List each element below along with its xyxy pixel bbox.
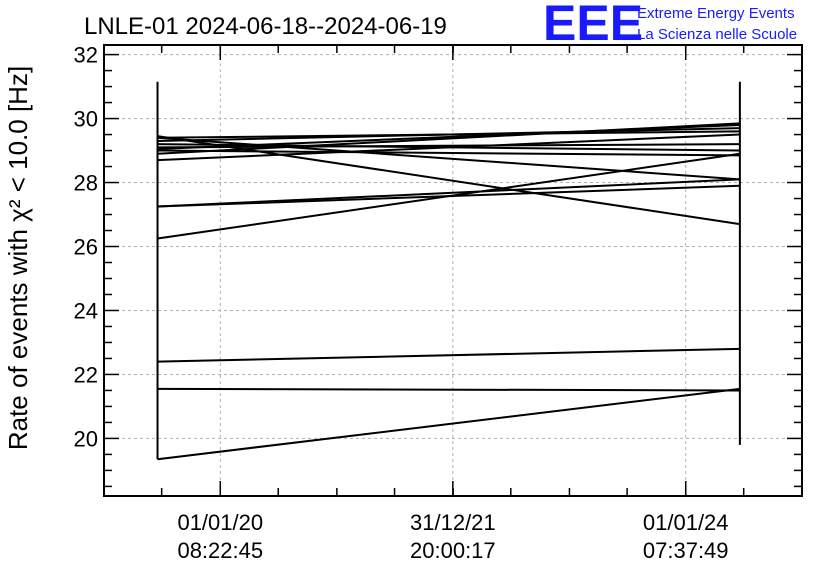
tick-labels: 20 22 24 26 28 30 32 01/01/20 08:22:45 31/12/21 20… bbox=[74, 43, 729, 563]
x-tick-label-time: 07:37:49 bbox=[643, 538, 729, 563]
x-tick-label-date: 01/01/20 bbox=[177, 510, 263, 535]
series-line bbox=[157, 387, 740, 461]
y-tick-label: 20 bbox=[74, 426, 98, 451]
y-tick-label: 28 bbox=[74, 171, 98, 196]
x-tick-label-date: 01/01/24 bbox=[643, 510, 729, 535]
series-line bbox=[157, 123, 740, 150]
x-tick-label-date: 31/12/21 bbox=[410, 510, 496, 535]
series-line bbox=[157, 127, 740, 142]
series-line bbox=[157, 347, 740, 363]
series-line bbox=[157, 178, 740, 208]
y-tick-label: 32 bbox=[74, 43, 98, 68]
axes bbox=[103, 44, 803, 497]
y-tick-label: 24 bbox=[74, 298, 98, 323]
data-lines bbox=[156, 81, 741, 461]
series-line bbox=[157, 184, 740, 208]
logo-mark: EEE bbox=[543, 0, 643, 51]
y-tick-label: 22 bbox=[74, 362, 98, 387]
chart-title: LNLE-01 2024-06-18--2024-06-19 bbox=[84, 13, 447, 40]
grid bbox=[104, 45, 802, 496]
logo-line1: Extreme Energy Events bbox=[637, 5, 795, 22]
y-axis-label: Rate of events with χ² < 10.0 [Hz] bbox=[3, 66, 33, 450]
series-line bbox=[157, 143, 740, 149]
x-tick-label-time: 08:22:45 bbox=[177, 538, 263, 563]
logo-line2: La Scienza nelle Scuole bbox=[637, 26, 797, 43]
series-line bbox=[157, 387, 740, 392]
eee-logo: EEE Extreme Energy Events La Scienza nel… bbox=[543, 0, 797, 51]
y-tick-label: 30 bbox=[74, 107, 98, 132]
series-line bbox=[157, 149, 740, 157]
y-tick-label: 26 bbox=[74, 235, 98, 260]
x-tick-label-time: 20:00:17 bbox=[410, 538, 496, 563]
